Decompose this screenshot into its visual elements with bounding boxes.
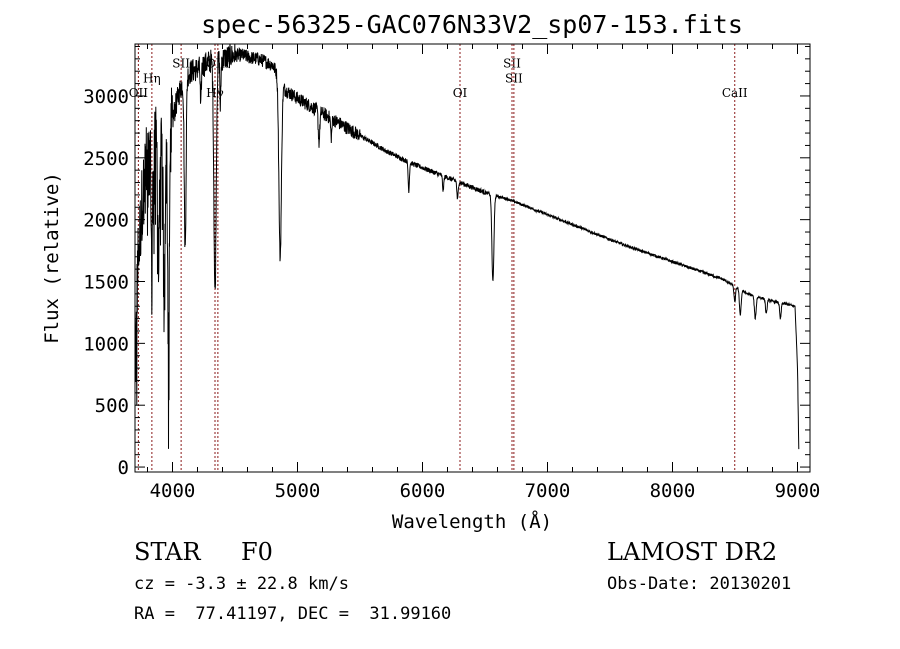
line-marker-label: OI <box>453 86 468 100</box>
y-tick-label: 3000 <box>83 86 129 108</box>
x-tick-label: 5000 <box>275 480 321 502</box>
line-marker-label: SII <box>503 57 521 71</box>
plot-frame <box>134 43 811 473</box>
y-tick-label: 500 <box>95 395 129 417</box>
chart-title: spec-56325-GAC076N33V2_sp07-153.fits <box>201 10 743 39</box>
axis-ticks: 4000 5000 6000 7000 8000 9000 0 500 1000 1500 2000… <box>83 44 820 502</box>
y-tick-label: 2500 <box>83 148 129 170</box>
y-tick-label: 1000 <box>83 333 129 355</box>
redshift-info: cz = -3.3 ± 22.8 km/s <box>134 574 349 594</box>
line-marker-label: CaII <box>722 86 748 100</box>
line-marker-label: OII <box>129 86 149 100</box>
survey-name: LAMOST DR2 <box>607 538 777 566</box>
x-tick-label: 6000 <box>400 480 446 502</box>
object-class: STAR <box>134 538 201 566</box>
x-tick-label: 7000 <box>525 480 571 502</box>
x-tick-label: 9000 <box>775 480 821 502</box>
y-tick-label: 1500 <box>83 272 129 294</box>
line-marker-label: SII <box>172 57 190 71</box>
object-subclass: F0 <box>241 538 273 566</box>
y-tick-label: 0 <box>118 457 129 479</box>
x-tick-label: 4000 <box>150 480 196 502</box>
line-marker-label: SII <box>505 71 523 85</box>
obs-date: Obs-Date: 20130201 <box>607 574 791 594</box>
ra-dec-info: RA = 77.41197, DEC = 31.99160 <box>134 604 451 624</box>
spectrum-line <box>134 43 800 450</box>
y-axis-label: Flux (relative) <box>41 172 63 344</box>
x-tick-label: 8000 <box>650 480 696 502</box>
y-tick-label: 2000 <box>83 210 129 232</box>
x-axis-label: Wavelength (Å) <box>392 510 552 533</box>
line-marker-label: Hη <box>143 71 161 85</box>
